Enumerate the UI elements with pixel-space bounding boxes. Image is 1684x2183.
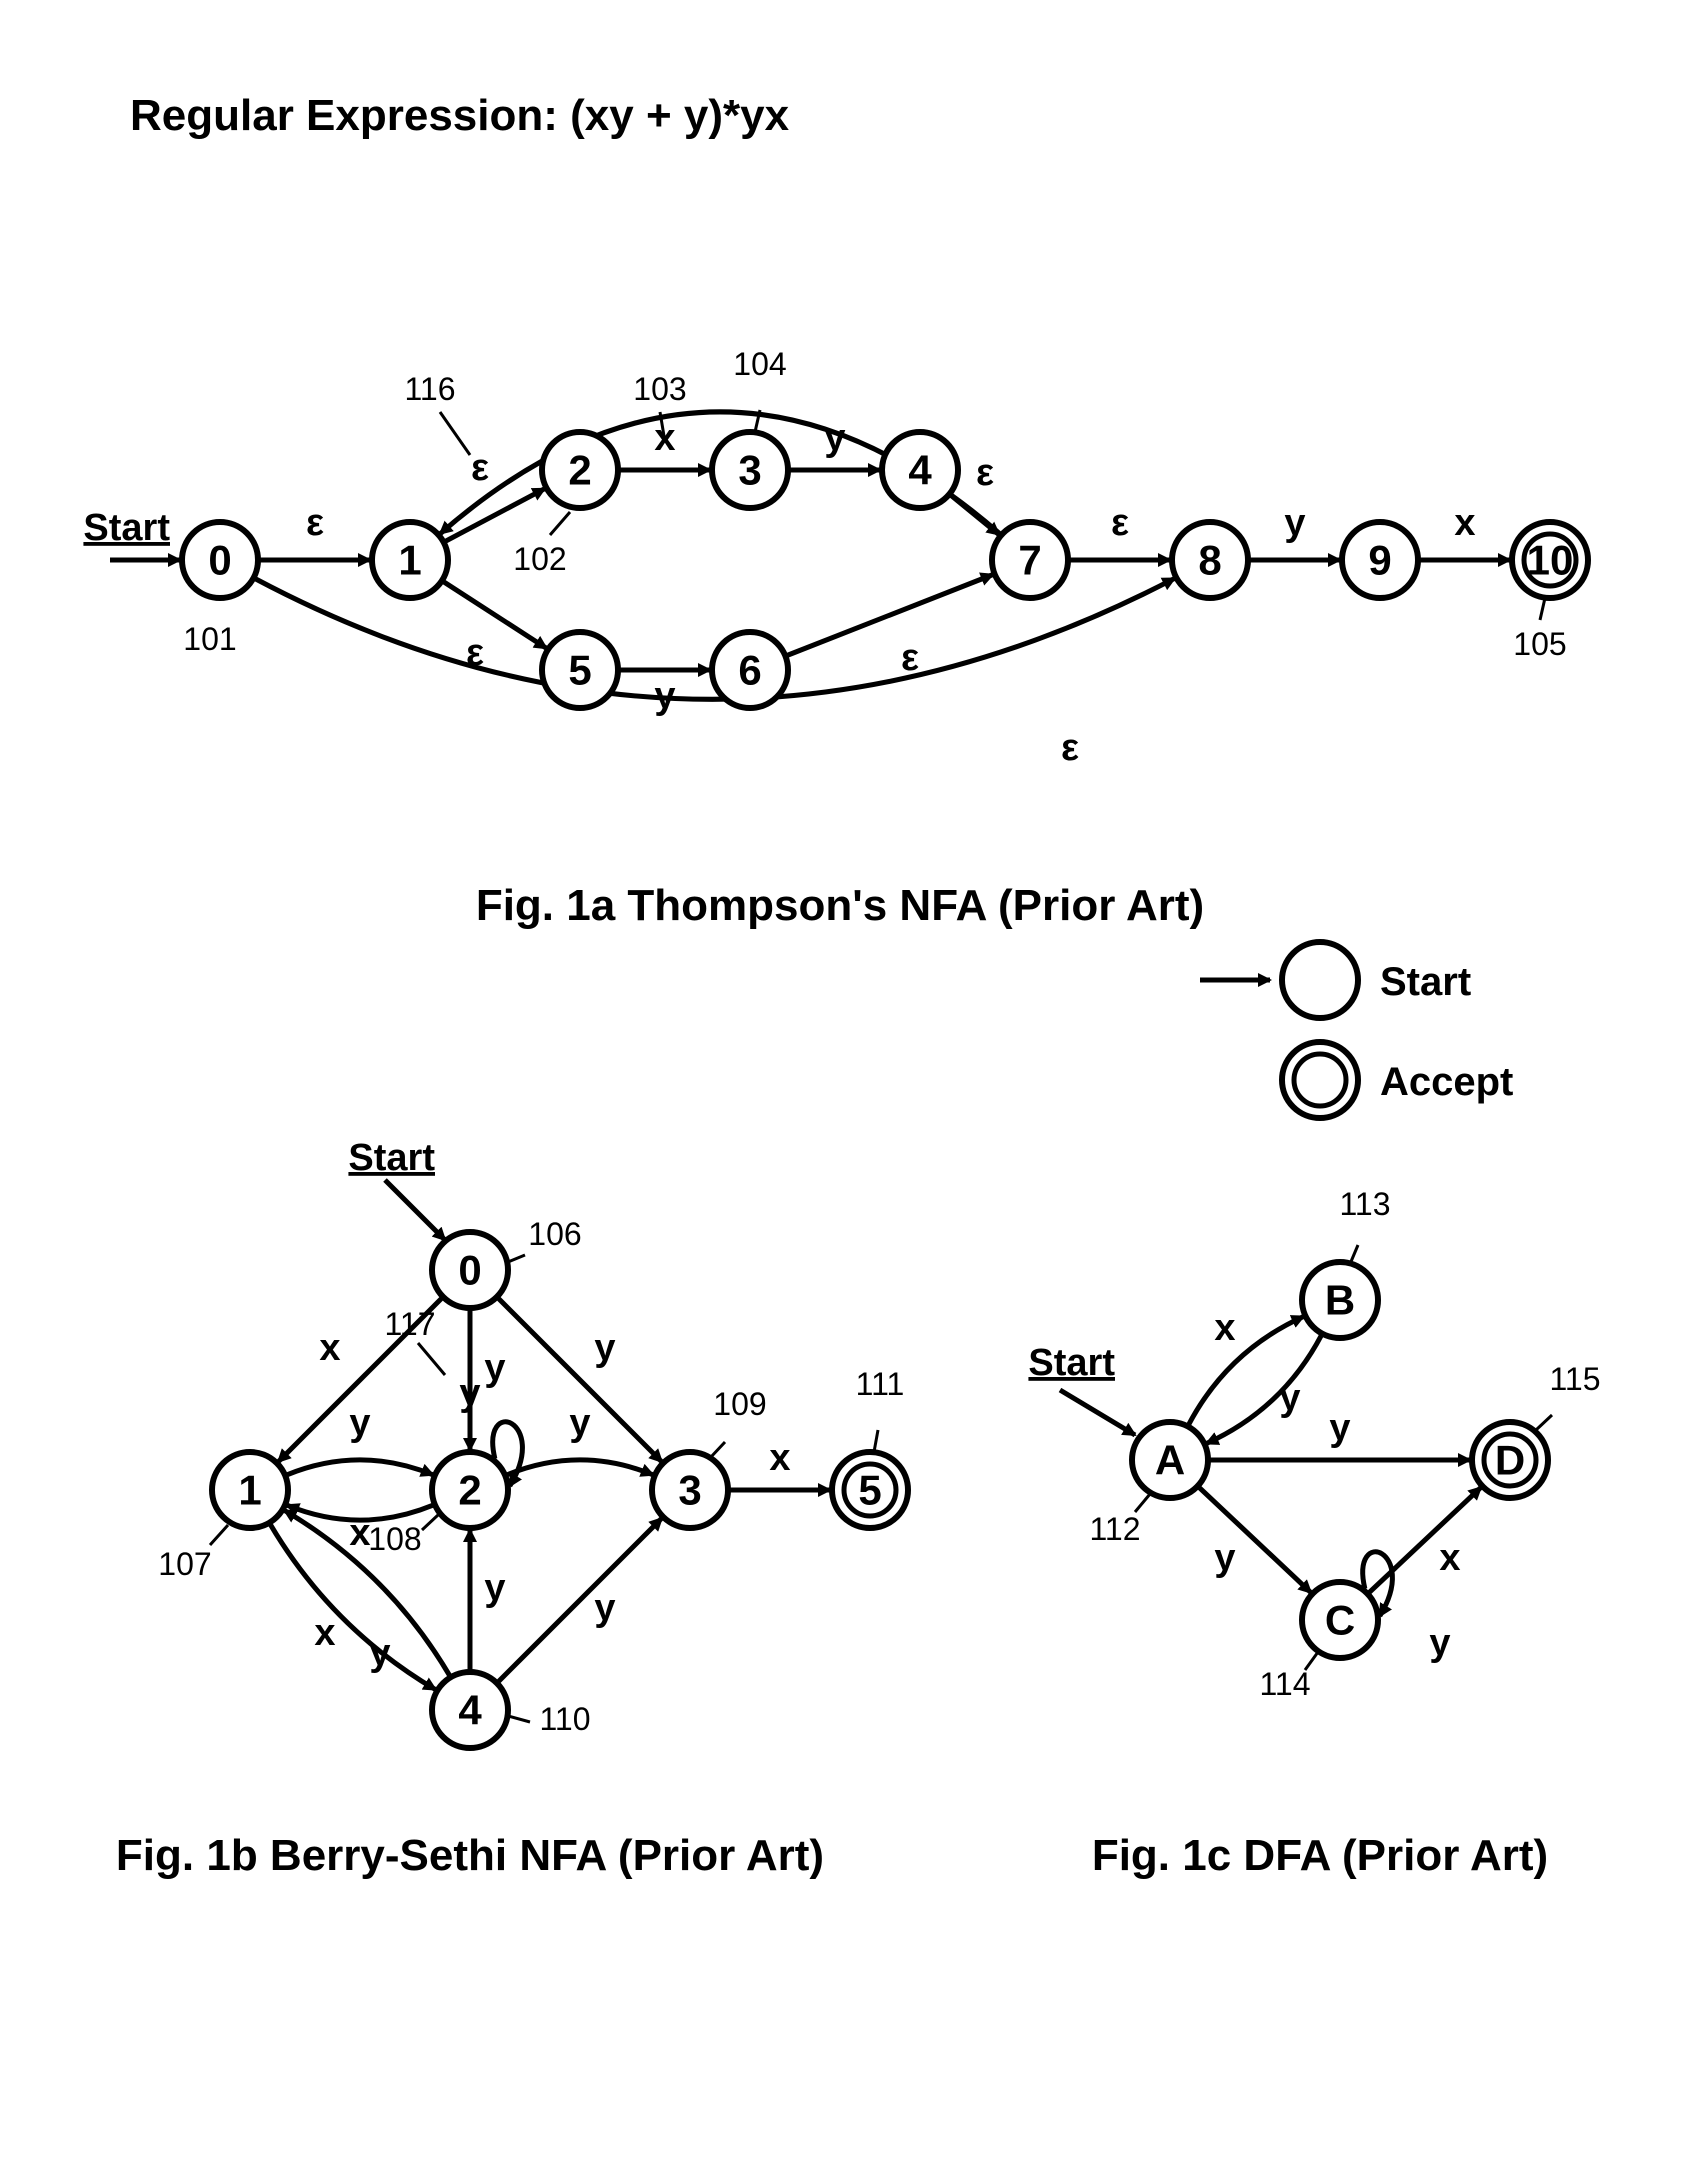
edge-label: x (1454, 502, 1475, 544)
node-label: C (1325, 1597, 1355, 1644)
edge-label: x (1214, 1307, 1235, 1349)
fig1b-caption: Fig. 1b Berry-Sethi NFA (Prior Art) (116, 1831, 824, 1880)
node-label: 5 (568, 647, 591, 694)
node-label: 2 (458, 1467, 481, 1514)
reference-number: 115 (1549, 1361, 1600, 1397)
edge-label: x (314, 1612, 335, 1654)
reference-number: 113 (1339, 1186, 1390, 1222)
fig-1a: Startεεεxyεyεεyxε01011210231044567891010… (83, 346, 1588, 769)
reference-number: 104 (733, 346, 786, 382)
fig1c-caption: Fig. 1c DFA (Prior Art) (1092, 1831, 1548, 1880)
node-label: 4 (458, 1687, 482, 1734)
reference-number: 107 (158, 1546, 211, 1582)
reference-number: 109 (713, 1386, 766, 1422)
start-label: Start (1028, 1342, 1115, 1384)
edge-label: y (369, 1632, 390, 1674)
edge-label: ε (901, 637, 919, 679)
reference-number: 110 (539, 1701, 590, 1737)
reference-number: 111 (856, 1366, 905, 1402)
start-label: Start (83, 507, 170, 549)
legend-start-label: Start (1380, 960, 1471, 1004)
legend-accept-label: Accept (1380, 1060, 1513, 1104)
node-label: 10 (1527, 537, 1574, 584)
edge-label: ε (471, 447, 489, 489)
edge-label: y (484, 1567, 505, 1609)
node-label: 0 (208, 537, 231, 584)
edge-label: y (484, 1347, 505, 1389)
node-label: 2 (568, 447, 591, 494)
edge-label: y (459, 1372, 480, 1414)
edge-label: y (594, 1327, 615, 1369)
node-label: 3 (738, 447, 761, 494)
edge-label: ε (1061, 727, 1079, 769)
edge-label: y (349, 1402, 370, 1444)
edge-label: y (594, 1587, 615, 1629)
fig-1c: StartxyyyxyA112B113C114D115 (1028, 1186, 1600, 1702)
reference-number: 101 (183, 621, 236, 657)
edge-label: y (1214, 1537, 1235, 1579)
reference-number: 103 (633, 371, 686, 407)
edge-label: y (824, 417, 845, 459)
reference-number: 106 (528, 1216, 581, 1252)
node-label: 1 (398, 537, 421, 584)
edge-label: x (1439, 1537, 1460, 1579)
edge-label: x (769, 1437, 790, 1479)
node-label: 6 (738, 647, 761, 694)
legend: Start Accept (1200, 942, 1513, 1118)
node-label: 9 (1368, 537, 1391, 584)
edge-label: y (1329, 1407, 1350, 1449)
reference-number: 105 (1513, 626, 1566, 662)
edge-label: ε (1111, 502, 1129, 544)
node-label: A (1155, 1437, 1185, 1484)
reference-number: 116 (404, 371, 455, 407)
node-label: 1 (238, 1467, 261, 1514)
edge-label: ε (976, 452, 994, 494)
edge-label: ε (306, 502, 324, 544)
node-label: 7 (1018, 537, 1041, 584)
regex-title: Regular Expression: (xy + y)*yx (130, 91, 790, 140)
edge-label: y (1279, 1377, 1300, 1419)
node-label: 4 (908, 447, 932, 494)
fig-1b: Startxyyyxyyxyyyx01061107210831094110511… (158, 1137, 908, 1748)
fig1a-caption: Fig. 1a Thompson's NFA (Prior Art) (476, 881, 1204, 930)
reference-number: 102 (513, 541, 566, 577)
edge-label: y (1429, 1622, 1450, 1664)
edge-label: x (319, 1327, 340, 1369)
reference-number: 112 (1089, 1511, 1140, 1547)
start-label: Start (348, 1137, 435, 1179)
node-label: 3 (678, 1467, 701, 1514)
edge-label: y (1284, 502, 1305, 544)
node-label: 8 (1198, 537, 1221, 584)
node-label: D (1495, 1437, 1525, 1484)
node-label: 5 (858, 1467, 881, 1514)
reference-number: 108 (368, 1521, 421, 1557)
edge-label: y (569, 1402, 590, 1444)
node-label: B (1325, 1277, 1355, 1324)
node-label: 0 (458, 1247, 481, 1294)
reference-number: 117 (384, 1306, 435, 1342)
reference-number: 114 (1259, 1666, 1310, 1702)
